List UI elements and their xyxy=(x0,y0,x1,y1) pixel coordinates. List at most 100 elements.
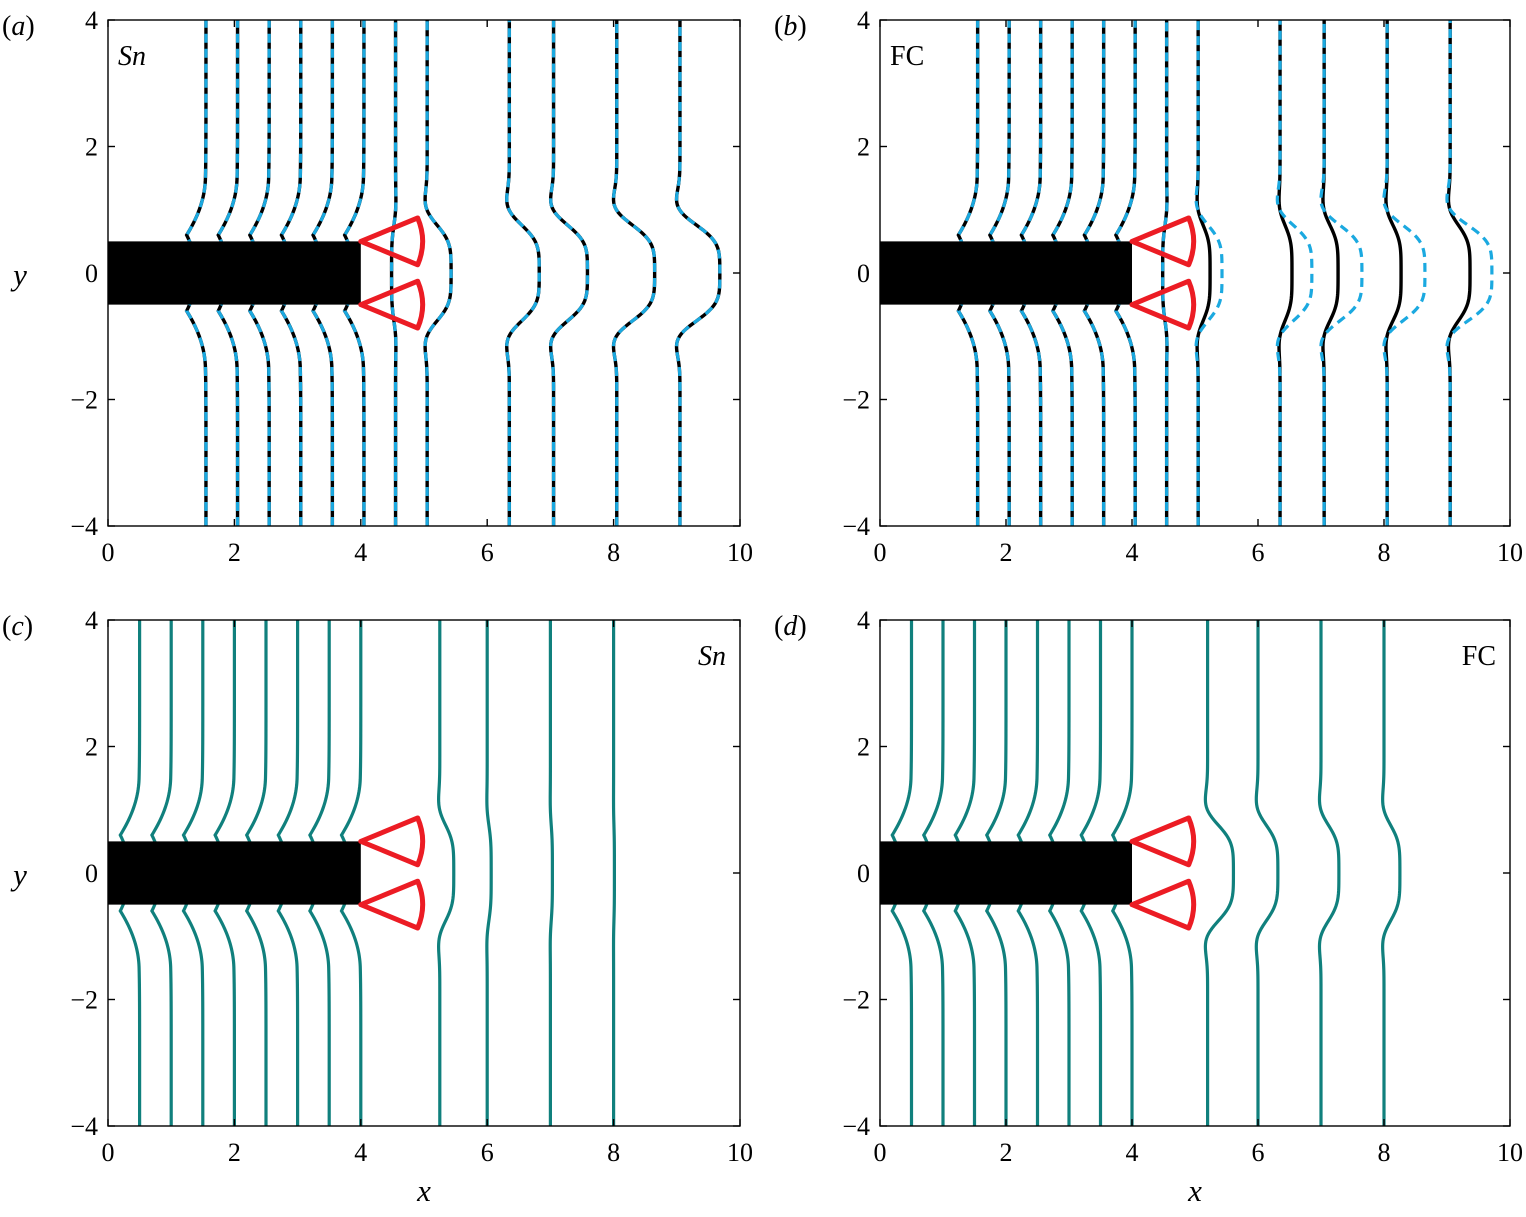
x-tick-label: 8 xyxy=(1378,1138,1391,1167)
contour-line xyxy=(1277,20,1294,526)
x-tick-label: 6 xyxy=(481,1138,494,1167)
x-tick-label: 4 xyxy=(1126,1138,1139,1167)
lower-nozzle xyxy=(358,278,426,331)
x-tick-label: 0 xyxy=(102,538,115,567)
x-tick-label: 8 xyxy=(607,1138,620,1167)
y-tick-label: −4 xyxy=(70,1112,98,1141)
contour-line xyxy=(505,20,541,526)
contour-line xyxy=(389,20,398,526)
plot-area xyxy=(108,20,722,526)
contour-line xyxy=(1203,620,1236,1126)
contour-line xyxy=(611,620,616,1126)
panel-c: 0 2 4 6 8 10 −4 −2 0 2 4 y x (c) Sn xyxy=(2,606,753,1208)
x-tick-label: 4 xyxy=(1126,538,1139,567)
y-tick-label: −2 xyxy=(842,386,870,415)
plot-area xyxy=(880,20,1494,526)
upper-nozzle xyxy=(358,815,426,868)
panel-tag: (a) xyxy=(2,11,35,42)
x-tick-label: 4 xyxy=(354,538,367,567)
y-tick-label: 4 xyxy=(85,6,98,35)
panel-a: 0 2 4 6 8 10 −4 −2 0 2 4 y (a) Sn xyxy=(2,6,753,567)
contour-line xyxy=(1382,20,1427,526)
x-tick-label: 10 xyxy=(1497,538,1523,567)
contour-line xyxy=(611,20,657,526)
y-axis-label: y xyxy=(10,857,27,892)
x-tick-label: 2 xyxy=(228,1138,241,1167)
body-block xyxy=(880,241,1132,305)
contour-line xyxy=(436,620,456,1126)
material-label: Sn xyxy=(118,41,146,72)
y-tick-label: −2 xyxy=(70,386,98,415)
y-tick-label: −2 xyxy=(842,986,870,1015)
material-label: FC xyxy=(1462,641,1496,672)
contour-line xyxy=(674,20,722,526)
lower-nozzle xyxy=(358,878,426,931)
y-tick-label: 4 xyxy=(857,606,870,635)
contour-line xyxy=(1381,620,1402,1126)
plot-area xyxy=(880,620,1402,1126)
x-axis-label: x xyxy=(416,1173,431,1208)
y-tick-label: 4 xyxy=(857,6,870,35)
upper-nozzle xyxy=(358,215,426,268)
y-tick-label: 0 xyxy=(85,259,98,288)
x-tick-label: 8 xyxy=(1378,538,1391,567)
x-tick-label: 6 xyxy=(1252,1138,1265,1167)
body-block xyxy=(108,241,361,305)
x-tick-label: 0 xyxy=(102,1138,115,1167)
x-tick-label: 0 xyxy=(874,1138,887,1167)
x-tick-label: 2 xyxy=(1000,1138,1013,1167)
contour-line xyxy=(1319,20,1364,526)
contour-line xyxy=(611,20,657,526)
x-axis-label: x xyxy=(1187,1173,1202,1208)
body-block xyxy=(880,841,1132,905)
contour-line xyxy=(1275,20,1314,526)
contour-line xyxy=(485,620,493,1126)
panel-b: 0 2 4 6 8 10 −4 −2 0 2 4 (b) FC xyxy=(774,6,1523,567)
contour-line xyxy=(505,20,541,526)
x-tick-label: 8 xyxy=(607,538,620,567)
material-label: FC xyxy=(890,41,924,72)
contour-line xyxy=(1317,620,1341,1126)
x-tick-label: 0 xyxy=(874,538,887,567)
x-tick-label: 2 xyxy=(1000,538,1013,567)
x-tick-label: 6 xyxy=(481,538,494,567)
y-tick-label: 0 xyxy=(857,859,870,888)
contour-line xyxy=(674,20,722,526)
y-tick-label: −2 xyxy=(70,986,98,1015)
contour-line xyxy=(548,620,554,1126)
x-tick-label: 10 xyxy=(727,1138,753,1167)
contour-line xyxy=(1445,20,1494,526)
y-tick-label: 2 xyxy=(85,733,98,762)
panel-d: 0 2 4 6 8 10 −4 −2 0 2 4 x (d) FC xyxy=(774,606,1523,1208)
panel-tag: (d) xyxy=(774,611,807,642)
contour-line xyxy=(549,20,590,526)
y-tick-label: −4 xyxy=(842,512,870,541)
lower-nozzle xyxy=(1129,278,1197,331)
body-block xyxy=(108,841,361,905)
contour-line xyxy=(1161,20,1169,526)
y-tick-label: 2 xyxy=(857,733,870,762)
y-tick-label: −4 xyxy=(842,1112,870,1141)
y-tick-label: −4 xyxy=(70,512,98,541)
y-axis-label: y xyxy=(10,257,27,292)
contour-line xyxy=(423,20,453,526)
x-tick-label: 4 xyxy=(354,1138,367,1167)
panel-tag: (c) xyxy=(2,611,33,642)
x-tick-label: 10 xyxy=(727,538,753,567)
upper-nozzle xyxy=(1129,215,1197,268)
y-tick-label: 4 xyxy=(85,606,98,635)
x-tick-label: 2 xyxy=(228,538,241,567)
y-tick-label: 0 xyxy=(85,859,98,888)
lower-nozzle xyxy=(1129,878,1197,931)
contour-line xyxy=(548,20,590,526)
contour-line xyxy=(1194,20,1224,526)
contour-line xyxy=(1254,620,1280,1126)
material-label: Sn xyxy=(698,641,726,672)
y-tick-label: 0 xyxy=(857,259,870,288)
x-tick-label: 6 xyxy=(1252,538,1265,567)
x-tick-label: 10 xyxy=(1497,1138,1523,1167)
panel-tag: (b) xyxy=(774,11,807,42)
contour-line xyxy=(423,20,453,526)
y-tick-label: 2 xyxy=(85,133,98,162)
